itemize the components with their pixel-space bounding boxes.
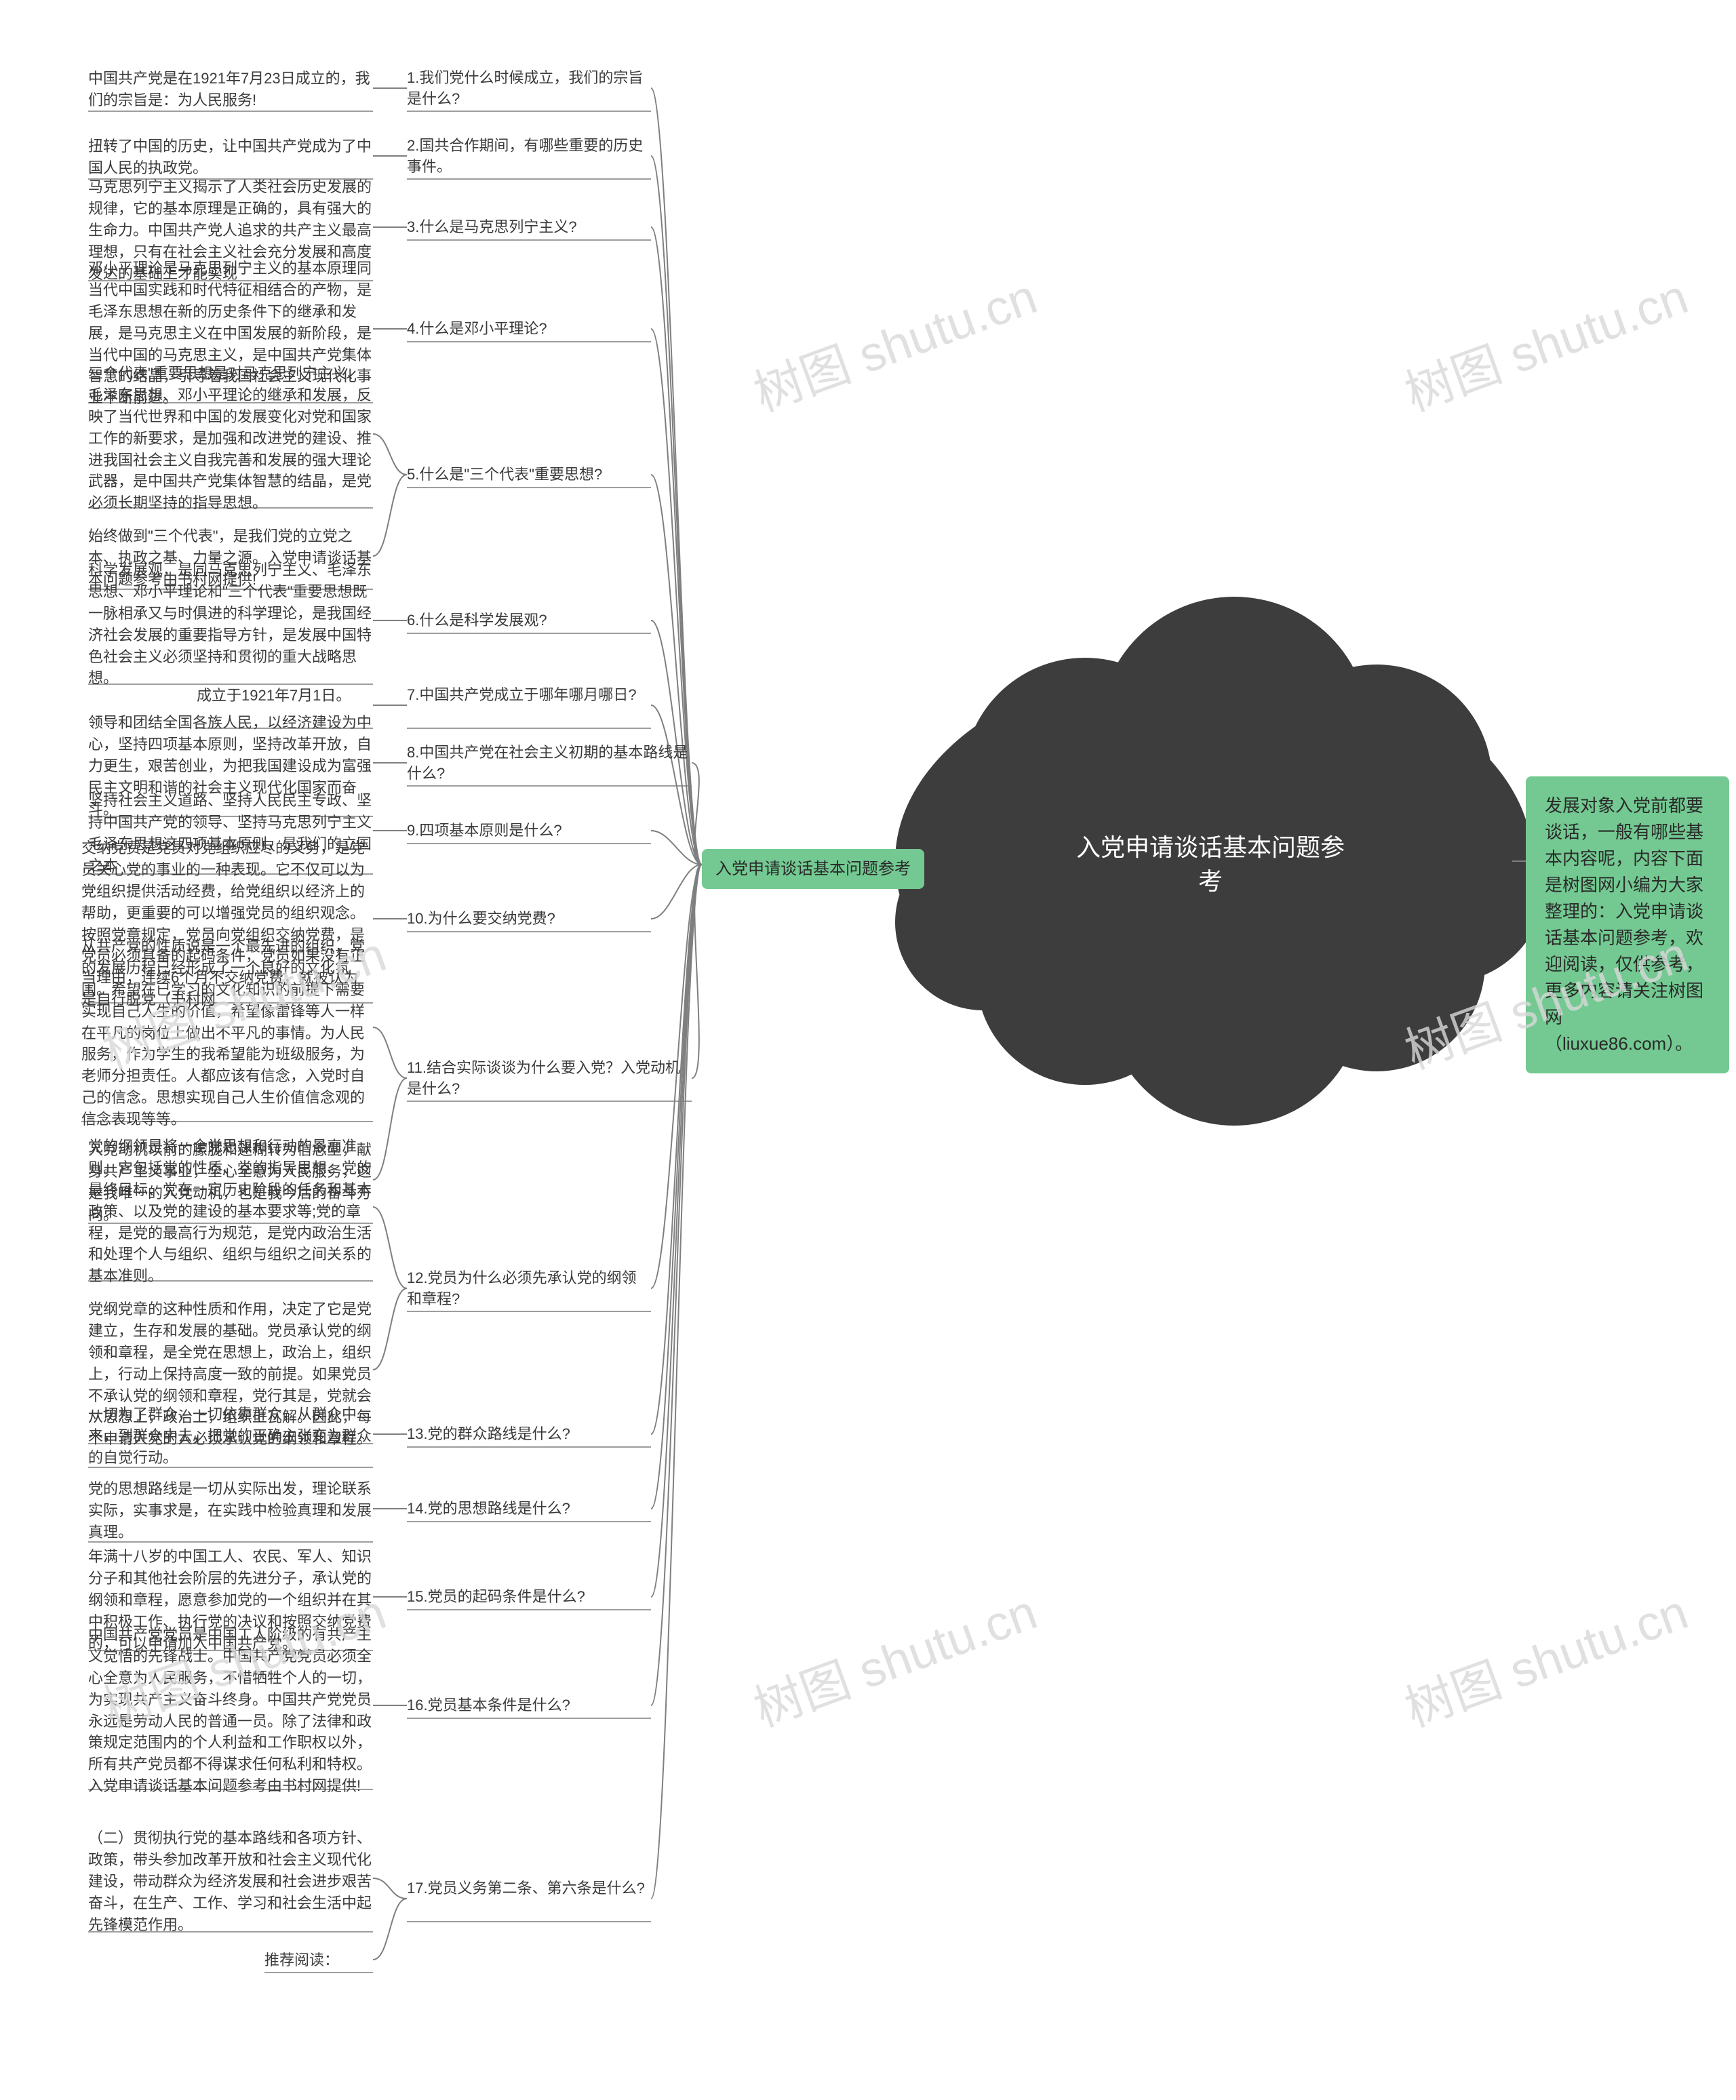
- answer-17-0: （二）贯彻执行党的基本路线和各项方针、政策，带头参加改革开放和社会主义现代化建设…: [88, 1827, 373, 1935]
- answer-14-0: 党的思想路线是一切从实际出发，理论联系实际，实事求是，在实践中检验真理和发展真理…: [88, 1478, 373, 1543]
- answer-12-0: 党的纲领是将一全党思想和行动的最高准则。它包括党的性质、党的指导思想、党的最终目…: [88, 1136, 373, 1287]
- question-14: 14.党的思想路线是什么?: [407, 1499, 651, 1520]
- question-17: 17.党员义务第二条、第六条是什么?: [407, 1878, 651, 1899]
- question-15: 15.党员的起码条件是什么?: [407, 1587, 651, 1608]
- question-6: 6.什么是科学发展观?: [407, 610, 651, 631]
- question-12: 12.党员为什么必须先承认党的纲领和章程?: [407, 1268, 651, 1310]
- question-9: 9.四项基本原则是什么?: [407, 820, 651, 841]
- question-16: 16.党员基本条件是什么?: [407, 1695, 651, 1716]
- question-2: 2.国共合作期间，有哪些重要的历史事件。: [407, 136, 651, 178]
- hub-node: 入党申请谈话基本问题参考: [702, 849, 924, 889]
- answer-17-1: 推荐阅读：: [264, 1949, 373, 1971]
- answer-5-0: 三个代表"重要思想是对马克思列宁主义、毛泽东思想、邓小平理论的继承和发展，反映了…: [88, 363, 373, 514]
- question-3: 3.什么是马克思列宁主义?: [407, 217, 651, 238]
- question-11: 11.结合实际谈谈为什么要入党？入党动机是什么?: [407, 1058, 692, 1100]
- answer-1-0: 中国共产党是在1921年7月23日成立的，我们的宗旨是：为人民服务!: [88, 68, 373, 111]
- answer-13-0: 一切为了群众，一切依靠群众，从群众中来，到群众中去，把党的正确主张变为群众的自觉…: [88, 1404, 373, 1469]
- question-8: 8.中国共产党在社会主义初期的基本路线是什么?: [407, 742, 692, 785]
- question-10: 10.为什么要交纳党费?: [407, 909, 651, 930]
- question-4: 4.什么是邓小平理论?: [407, 319, 651, 340]
- answer-6-0: 科学发展观，是同马克思列宁主义、毛泽东思想、邓小平理论和"三个代表"重要思想既一…: [88, 559, 373, 689]
- answer-2-0: 扭转了中国的历史，让中国共产党成为了中国人民的执政党。: [88, 136, 373, 179]
- question-13: 13.党的群众路线是什么?: [407, 1424, 651, 1445]
- question-1: 1.我们党什么时候成立，我们的宗旨是什么?: [407, 68, 651, 110]
- question-5: 5.什么是"三个代表"重要思想?: [407, 464, 651, 486]
- question-7: 7.中国共产党成立于哪年哪月哪日?: [407, 685, 651, 706]
- answer-7-0: 成立于1921年7月1日。: [197, 685, 373, 707]
- root-node: 入党申请谈话基本问题参考: [1048, 790, 1373, 940]
